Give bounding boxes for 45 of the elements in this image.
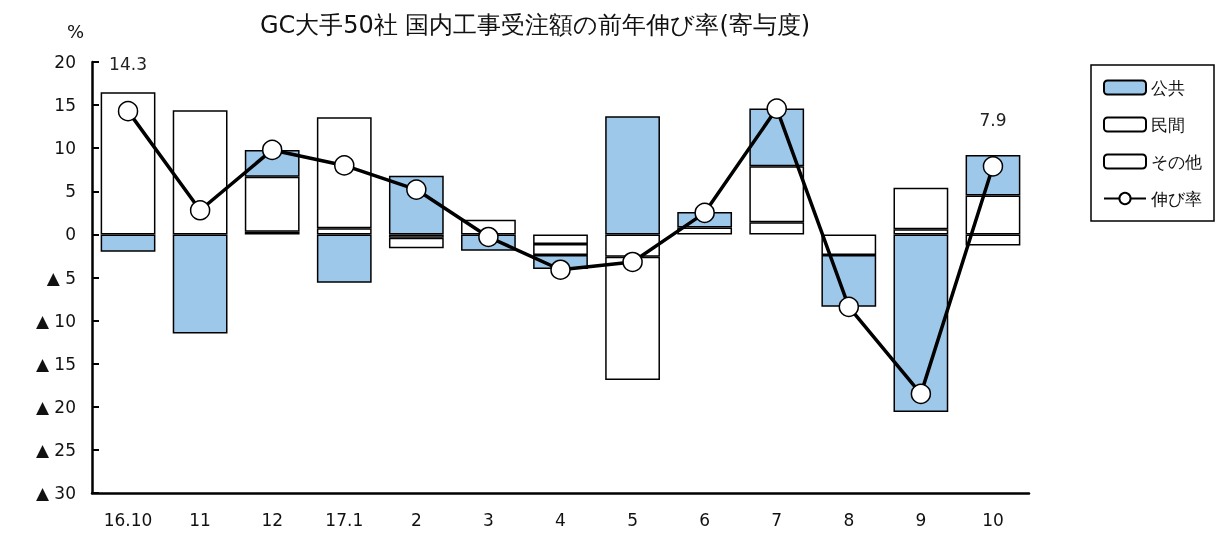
- point: [261, 139, 283, 161]
- x-tick-label: 6: [699, 509, 711, 530]
- point: [478, 226, 499, 248]
- x-tick-label: 4: [555, 509, 566, 530]
- y-tick-label: 20: [54, 52, 76, 72]
- y-tick-label: 5: [65, 181, 76, 202]
- y-tick-label: ▲ 30: [35, 483, 76, 503]
- data-label: 7.9: [979, 109, 1007, 130]
- point: [766, 98, 787, 119]
- point: [910, 383, 932, 405]
- x-tick-label: 12: [261, 509, 284, 530]
- bar: [893, 187, 949, 230]
- point: [838, 296, 860, 318]
- point: [406, 179, 427, 200]
- point: [334, 155, 355, 176]
- y-tick-label: 15: [54, 95, 76, 116]
- legend-label: その他: [1151, 151, 1202, 172]
- y-tick-label: ▲ 10: [35, 310, 76, 331]
- point: [550, 259, 571, 280]
- x-tick-label: 10: [982, 509, 1004, 530]
- y-tick-label: 10: [54, 138, 76, 159]
- y-tick-label: ▲ 15: [35, 353, 76, 374]
- point: [694, 202, 715, 224]
- y-tick-label: ▲ 25: [35, 439, 76, 460]
- point: [189, 200, 211, 221]
- x-tick-label: 9: [915, 509, 927, 530]
- y-tick-label: ▲ 5: [46, 267, 76, 288]
- legend-label: 伸び率: [1150, 188, 1202, 209]
- x-tick-label: 5: [627, 509, 638, 530]
- x-tick-label: 17.1: [325, 509, 364, 530]
- x-tick-label: 7: [771, 509, 783, 530]
- data-label: 14.3: [109, 54, 147, 75]
- point: [622, 251, 643, 273]
- x-tick-label: 2: [410, 509, 422, 530]
- x-tick-label: 11: [189, 509, 211, 530]
- y-tick-label: 0: [65, 224, 76, 245]
- bar: [388, 237, 444, 249]
- y-tick-label: ▲ 20: [35, 396, 76, 417]
- y-axis-title: %: [66, 20, 84, 42]
- x-tick-label: 16.10: [103, 509, 153, 530]
- x-tick-label: 3: [483, 509, 494, 530]
- x-tick-label: 8: [843, 509, 855, 530]
- legend-label: 公共: [1151, 77, 1185, 98]
- legend-label: 民間: [1151, 114, 1185, 135]
- chart-title: GC大手50社 国内工事受注額の前年伸び率(寄与度): [259, 11, 811, 39]
